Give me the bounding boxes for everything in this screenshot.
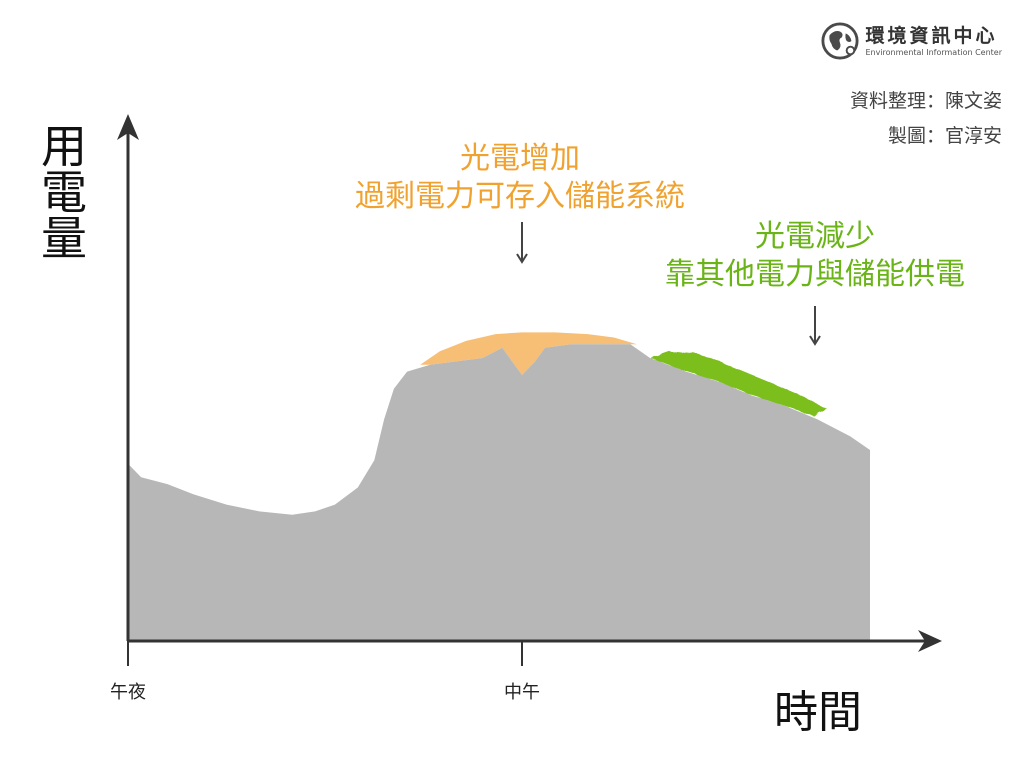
y-axis-label: 用電量 xyxy=(34,122,88,260)
x-axis-label: 時間 xyxy=(774,687,862,738)
logo-name-cn: 環境資訊中心 xyxy=(865,24,998,47)
x-axis-arrow-icon xyxy=(918,630,942,652)
annotation-arrow-icon xyxy=(516,222,528,264)
credit-design: 製圖：官淳安 xyxy=(887,125,1002,147)
annotation-deficit: 光電減少 靠其他電力與儲能供電 xyxy=(665,218,965,294)
annotation-deficit-line-1: 光電減少 xyxy=(755,219,875,254)
annotation-arrow-icon xyxy=(809,306,821,346)
y-axis-arrow-icon xyxy=(117,114,139,140)
annotation-surplus: 光電增加 過剩電力可存入儲能系統 xyxy=(355,140,685,216)
credit-data: 資料整理：陳文姿 xyxy=(849,90,1002,112)
annotation-arrows xyxy=(516,222,821,346)
eic-logo: 環境資訊中心 Environmental Information Center xyxy=(821,22,1002,60)
chart-axes xyxy=(117,114,942,666)
annotation-surplus-line-1: 光電增加 xyxy=(460,141,580,176)
logo-name-en: Environmental Information Center xyxy=(865,47,1002,57)
x-tick-label-midnight: 午夜 xyxy=(110,682,146,703)
surplus-solar-area xyxy=(420,332,637,375)
power-demand-area xyxy=(128,344,870,641)
annotation-surplus-line-2: 過剩電力可存入儲能系統 xyxy=(355,179,685,214)
annotation-deficit-line-2: 靠其他電力與儲能供電 xyxy=(665,257,965,292)
globe-logo-icon xyxy=(821,22,859,60)
deficit-solar-area xyxy=(650,351,828,416)
x-tick-label-noon: 中午 xyxy=(504,682,540,703)
